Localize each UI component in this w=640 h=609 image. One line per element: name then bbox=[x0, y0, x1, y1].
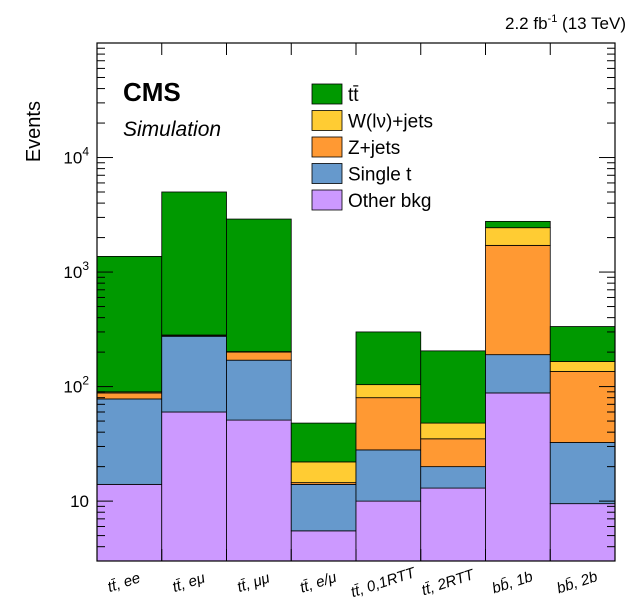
bar-segment-0-4 bbox=[97, 256, 162, 391]
bar-segment-4-0 bbox=[356, 501, 421, 561]
bar-segment-2-4 bbox=[227, 219, 292, 352]
bar-segment-4-4 bbox=[356, 332, 421, 385]
bar-segment-0-0 bbox=[97, 484, 162, 561]
y-tick-label-2: 103 bbox=[63, 259, 89, 282]
x-category-label-6: bb̄, 1b bbox=[490, 568, 535, 597]
bar-segment-0-1 bbox=[97, 399, 162, 484]
bar-segment-6-0 bbox=[486, 393, 551, 561]
bar-segment-2-0 bbox=[227, 420, 292, 561]
bar-segment-6-4 bbox=[486, 221, 551, 227]
cms-label: CMS bbox=[123, 77, 181, 107]
bar-segment-0-2 bbox=[97, 393, 162, 399]
y-tick-label-0: 10 bbox=[70, 492, 89, 511]
legend-label-3: Single t bbox=[348, 165, 412, 186]
bar-segment-7-1 bbox=[550, 442, 615, 503]
simulation-label: Simulation bbox=[123, 118, 221, 141]
legend-swatch-3 bbox=[312, 164, 342, 184]
bar-segment-6-3 bbox=[486, 228, 551, 246]
x-category-label-7: bb̄, 2b bbox=[555, 568, 600, 597]
bar-segment-7-0 bbox=[550, 504, 615, 561]
bar-segment-1-1 bbox=[162, 336, 227, 412]
x-axis-category-labels: tt̄, ee tt̄, eμ tt̄, μμ tt̄, e/μ tt̄, 0,1RTT… bbox=[105, 564, 599, 601]
y-tick-label-3: 104 bbox=[63, 145, 89, 168]
bar-segment-1-0 bbox=[162, 412, 227, 561]
x-category-label-2: tt̄, μμ bbox=[235, 570, 272, 596]
lumi-label: 2.2 fb-1 (13 TeV) bbox=[505, 13, 626, 33]
bar-segment-7-4 bbox=[550, 327, 615, 362]
bar-segment-4-3 bbox=[356, 385, 421, 398]
bar-segment-4-2 bbox=[356, 398, 421, 450]
y-tick-label-1: 102 bbox=[63, 374, 89, 397]
x-category-label-3: tt̄, e/μ bbox=[298, 569, 339, 597]
bar-segment-2-2 bbox=[227, 352, 292, 360]
legend-swatch-0 bbox=[312, 84, 342, 104]
legend-swatch-2 bbox=[312, 137, 342, 157]
bar-segment-1-4 bbox=[162, 192, 227, 335]
bar-segment-3-0 bbox=[291, 531, 356, 561]
x-category-label-5: tt̄, 2RTT bbox=[419, 566, 477, 599]
bar-segment-2-1 bbox=[227, 360, 292, 420]
legend: tt̄ W(lν)+jets Z+jets Single t Other bkg bbox=[312, 84, 433, 212]
bar-stack-group bbox=[97, 192, 615, 561]
legend-swatch-1 bbox=[312, 111, 342, 131]
legend-label-0: tt̄ bbox=[348, 85, 359, 106]
legend-label-1: W(lν)+jets bbox=[348, 112, 433, 133]
bar-segment-5-2 bbox=[421, 439, 486, 467]
lumi-value: 2.2 fb bbox=[505, 14, 548, 33]
bar-segment-3-1 bbox=[291, 484, 356, 530]
bar-segment-5-0 bbox=[421, 488, 486, 561]
bar-segment-5-3 bbox=[421, 423, 486, 439]
bar-segment-6-2 bbox=[486, 245, 551, 354]
x-category-label-4: tt̄, 0,1RTT bbox=[349, 564, 419, 601]
legend-label-2: Z+jets bbox=[348, 138, 400, 159]
legend-label-4: Other bkg bbox=[348, 191, 431, 212]
bar-segment-7-2 bbox=[550, 371, 615, 442]
bar-segment-5-4 bbox=[421, 351, 486, 423]
lumi-energy: (13 TeV) bbox=[557, 14, 626, 33]
y-axis-label: Events bbox=[23, 101, 45, 162]
x-category-label-0: tt̄, ee bbox=[105, 569, 142, 595]
bar-segment-6-1 bbox=[486, 355, 551, 393]
bar-segment-4-1 bbox=[356, 450, 421, 501]
lumi-superscript: -1 bbox=[548, 13, 558, 25]
x-category-label-1: tt̄, eμ bbox=[170, 570, 207, 596]
bar-segment-3-4 bbox=[291, 423, 356, 462]
bar-segment-7-3 bbox=[550, 362, 615, 372]
bar-segment-3-3 bbox=[291, 462, 356, 483]
bar-segment-5-1 bbox=[421, 467, 486, 488]
legend-swatch-4 bbox=[312, 190, 342, 210]
